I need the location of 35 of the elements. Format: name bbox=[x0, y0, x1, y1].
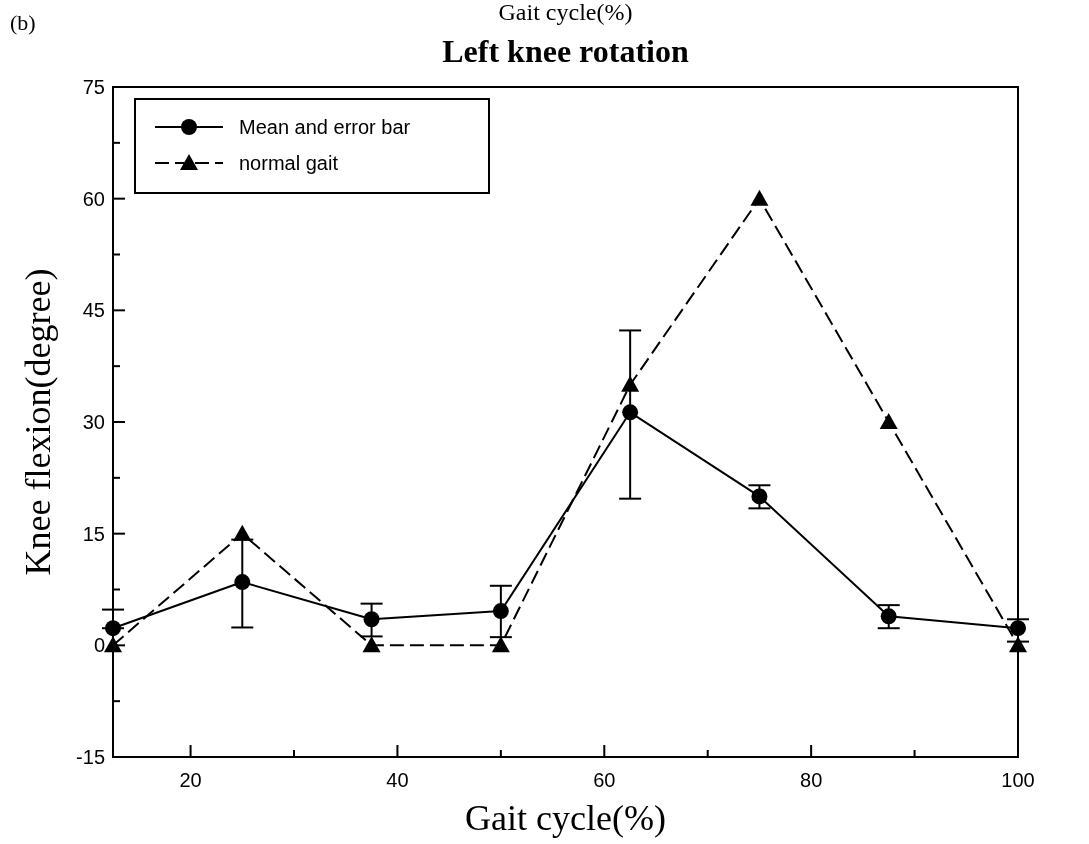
point bbox=[363, 611, 380, 628]
x-tick-label: 100 bbox=[1001, 769, 1035, 791]
legend-label: normal gait bbox=[239, 152, 339, 174]
legend-label: Mean and error bar bbox=[239, 116, 411, 138]
point bbox=[491, 636, 510, 653]
point bbox=[880, 608, 897, 625]
point bbox=[1010, 620, 1026, 637]
y-tick-label: 75 bbox=[82, 76, 105, 98]
x-tick-label: 80 bbox=[800, 769, 823, 791]
point bbox=[751, 488, 768, 505]
x-tick-label: 40 bbox=[386, 769, 409, 791]
point bbox=[622, 404, 639, 421]
y-tick-label: 60 bbox=[82, 187, 105, 210]
y-tick-label: -15 bbox=[76, 746, 105, 768]
point bbox=[879, 413, 898, 429]
x-tick-label: 20 bbox=[179, 769, 202, 791]
point bbox=[621, 375, 640, 392]
y-tick-label: 0 bbox=[93, 634, 105, 657]
x-axis-title: Gait cycle(%) bbox=[465, 798, 666, 838]
point bbox=[362, 636, 381, 653]
y-tick-label: 30 bbox=[82, 411, 105, 433]
point bbox=[1009, 636, 1027, 653]
text: (b) bbox=[10, 10, 36, 35]
point bbox=[104, 636, 122, 653]
point bbox=[233, 524, 252, 541]
y-tick-label: 15 bbox=[82, 522, 105, 545]
point bbox=[234, 574, 251, 591]
point bbox=[750, 189, 769, 206]
y-tick-label: 45 bbox=[82, 299, 105, 322]
point bbox=[105, 620, 121, 637]
text: Gait cycle(%) bbox=[498, 0, 633, 25]
x-tick-label: 60 bbox=[593, 769, 616, 791]
y-axis-title: Knee flexion(degree) bbox=[18, 268, 58, 576]
chart-title: Left knee rotation bbox=[442, 33, 689, 69]
point bbox=[492, 603, 509, 620]
